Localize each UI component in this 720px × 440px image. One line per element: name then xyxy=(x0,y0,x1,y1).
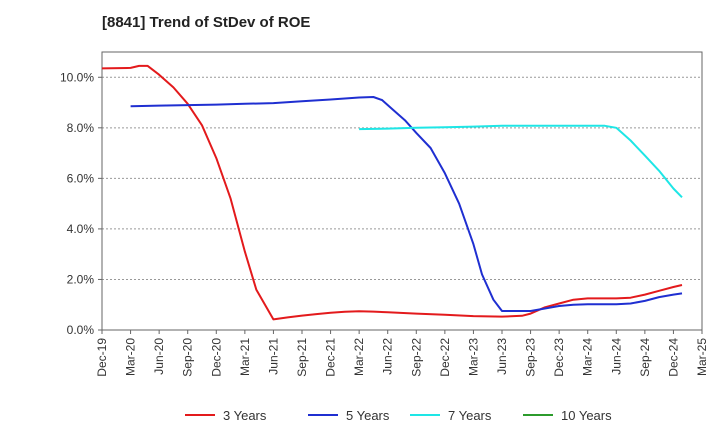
x-tick-label: Dec-22 xyxy=(438,338,452,377)
y-tick-label: 2.0% xyxy=(67,272,95,286)
x-tick-label: Mar-25 xyxy=(695,338,709,376)
x-tick-label: Sep-20 xyxy=(181,338,195,377)
legend: 3 Years 5 Years 7 Years 10 Years xyxy=(185,408,612,423)
x-tick-label: Sep-23 xyxy=(524,338,538,377)
x-tick-label: Dec-21 xyxy=(324,338,338,377)
legend-label: 7 Years xyxy=(448,408,492,423)
y-tick-label: 4.0% xyxy=(67,222,95,236)
x-tick-label: Sep-22 xyxy=(409,338,423,377)
x-tick-label: Mar-24 xyxy=(581,338,595,376)
x-tick-label: Jun-23 xyxy=(495,338,509,375)
series-line-7-years xyxy=(359,124,683,198)
x-tick-label: Jun-20 xyxy=(152,338,166,375)
x-tick-label: Dec-23 xyxy=(552,338,566,377)
x-tick-label: Dec-19 xyxy=(95,338,109,377)
legend-item-10-years: 10 Years xyxy=(523,408,612,423)
x-tick-label: Jun-24 xyxy=(609,338,623,375)
x-tick-label: Sep-24 xyxy=(638,338,652,377)
y-tick-label: 6.0% xyxy=(67,171,95,185)
grid-lines xyxy=(102,76,702,280)
legend-item-5-years: 5 Years xyxy=(308,408,390,423)
x-tick-label: Dec-20 xyxy=(209,338,223,377)
x-tick-label: Jun-21 xyxy=(266,338,280,375)
legend-label: 3 Years xyxy=(223,408,267,423)
series-line-3-years xyxy=(101,64,683,321)
x-tick-label: Mar-20 xyxy=(124,338,138,376)
y-tick-label: 0.0% xyxy=(67,323,95,337)
y-tick-label: 8.0% xyxy=(67,121,95,135)
axes: 0.0% 2.0% 4.0% 6.0% 8.0% 10.0% Dec-19 Mar-20 Jun… xyxy=(60,51,709,377)
legend-label: 5 Years xyxy=(346,408,390,423)
x-tick-label: Mar-23 xyxy=(466,338,480,376)
x-tick-label: Mar-21 xyxy=(238,338,252,376)
legend-item-3-years: 3 Years xyxy=(185,408,267,423)
y-tick-label: 10.0% xyxy=(60,70,94,84)
series-line-5-years xyxy=(130,96,683,312)
series-lines xyxy=(101,64,683,321)
x-tick-label: Jun-22 xyxy=(381,338,395,375)
legend-item-7-years: 7 Years xyxy=(410,408,492,423)
x-tick-label: Mar-22 xyxy=(352,338,366,376)
chart-title: [8841] Trend of StDev of ROE xyxy=(102,14,311,31)
x-tick-label: Dec-24 xyxy=(666,338,680,377)
x-tick-label: Sep-21 xyxy=(295,338,309,377)
legend-label: 10 Years xyxy=(561,408,612,423)
plot-frame xyxy=(101,51,703,331)
